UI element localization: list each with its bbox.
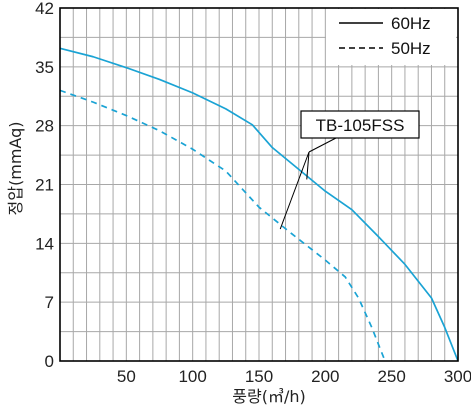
annotation-box	[300, 110, 420, 139]
legend-label-60hz: 60Hz	[391, 14, 431, 33]
x-tick-label: 300	[444, 367, 471, 386]
annotation-leader-60hz	[306, 151, 310, 180]
y-tick-label: 21	[35, 176, 54, 195]
y-axis-title: 정압(mmAq)	[6, 122, 25, 216]
series-layer	[59, 47, 459, 362]
x-axis-title: 풍량(㎥/h)	[232, 387, 305, 406]
y-tick-label: 14	[35, 234, 54, 253]
annotation-label: TB-105FSS	[316, 116, 405, 135]
y-tick-label: 7	[45, 293, 54, 312]
x-tick-label: 150	[245, 367, 273, 386]
x-tick-label: 50	[117, 367, 136, 386]
y-tick-label: 42	[35, 0, 54, 18]
series-line-60hz	[59, 47, 459, 362]
y-tick-label: 35	[35, 58, 54, 77]
plot-frame	[59, 7, 459, 362]
x-tick-label: 250	[377, 367, 405, 386]
annotation-leader-50hz	[279, 151, 310, 230]
series-line-50hz	[59, 89, 386, 362]
model-annotation: TB-105FSS	[279, 110, 420, 230]
grid-lines	[60, 8, 458, 361]
x-tick-label: 100	[178, 367, 206, 386]
y-tick-label: 28	[35, 117, 54, 136]
x-tick-label: 200	[311, 367, 339, 386]
y-tick-label: 0	[45, 352, 54, 371]
legend-label-50hz: 50Hz	[391, 39, 431, 58]
tick-labels: 50 100 150 200 250 300 0 7 14 21 28 35 42	[35, 0, 471, 386]
annotation-leader-stem	[308, 137, 337, 153]
legend: 60Hz 50Hz	[326, 9, 456, 65]
legend-box	[326, 9, 456, 65]
